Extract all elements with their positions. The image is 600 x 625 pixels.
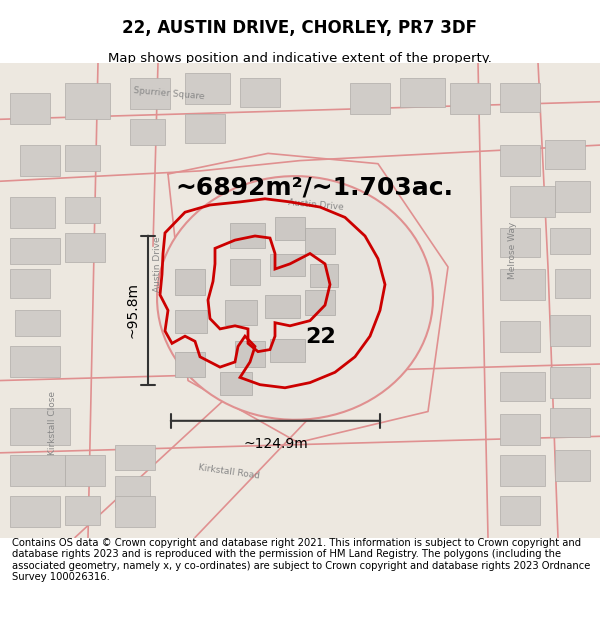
Bar [500,83,540,112]
Bar [500,496,540,525]
Bar [65,83,110,119]
Bar [500,269,545,300]
Bar [500,321,540,352]
Bar [175,269,205,295]
Bar [500,228,540,257]
Bar [10,269,50,298]
Bar [10,94,50,124]
Bar [130,78,170,109]
Bar [500,455,545,486]
Bar [10,408,70,444]
Text: Spurrier Square: Spurrier Square [133,86,205,102]
Bar [220,372,252,395]
Bar [270,339,305,362]
Bar [270,254,305,276]
Bar [500,414,540,444]
Text: 22, AUSTIN DRIVE, CHORLEY, PR7 3DF: 22, AUSTIN DRIVE, CHORLEY, PR7 3DF [122,19,478,38]
Bar [555,450,590,481]
Bar [305,228,335,254]
Text: Melrose Way: Melrose Way [508,222,517,279]
Bar [10,346,60,378]
Bar [550,228,590,254]
Bar [305,289,335,316]
Bar [65,455,105,486]
Bar [10,197,55,228]
Bar [175,352,205,377]
Bar [20,145,60,176]
Bar [65,233,105,262]
Polygon shape [157,176,433,420]
Bar [65,145,100,171]
Bar [225,300,257,325]
Bar [550,316,590,346]
Bar [310,264,338,287]
Text: Map shows position and indicative extent of the property.: Map shows position and indicative extent… [108,51,492,64]
Text: ~6892m²/~1.703ac.: ~6892m²/~1.703ac. [175,176,453,199]
Bar [15,311,60,336]
Bar [510,186,555,218]
Text: Kirkstall Close: Kirkstall Close [48,391,57,455]
Bar [230,222,265,248]
Bar [175,311,207,333]
Bar [185,73,230,104]
Bar [400,78,445,107]
Text: ~124.9m: ~124.9m [243,438,308,451]
Bar [115,496,155,527]
Bar [10,455,65,486]
Bar [350,83,390,114]
Bar [65,496,100,525]
Bar [240,78,280,107]
Bar [185,114,225,143]
Bar [275,217,305,240]
Text: Austin Drive: Austin Drive [153,236,162,292]
Bar [230,259,260,284]
Bar [10,238,60,264]
Bar [500,145,540,176]
Text: ~95.8m: ~95.8m [126,282,140,338]
Bar [235,341,265,367]
Bar [550,408,590,437]
Bar [550,367,590,398]
Text: Kirkstall Road: Kirkstall Road [198,463,260,481]
Text: 22: 22 [305,328,336,348]
Bar [130,119,165,145]
Bar [555,269,590,298]
Bar [500,372,545,401]
Bar [115,444,155,471]
Bar [555,181,590,213]
Bar [545,140,585,169]
Bar [10,496,60,527]
Bar [450,83,490,114]
Bar [115,476,150,506]
Bar [265,295,300,318]
Text: Contains OS data © Crown copyright and database right 2021. This information is : Contains OS data © Crown copyright and d… [12,538,590,582]
Bar [65,197,100,222]
Text: Austin Drive: Austin Drive [288,198,344,212]
